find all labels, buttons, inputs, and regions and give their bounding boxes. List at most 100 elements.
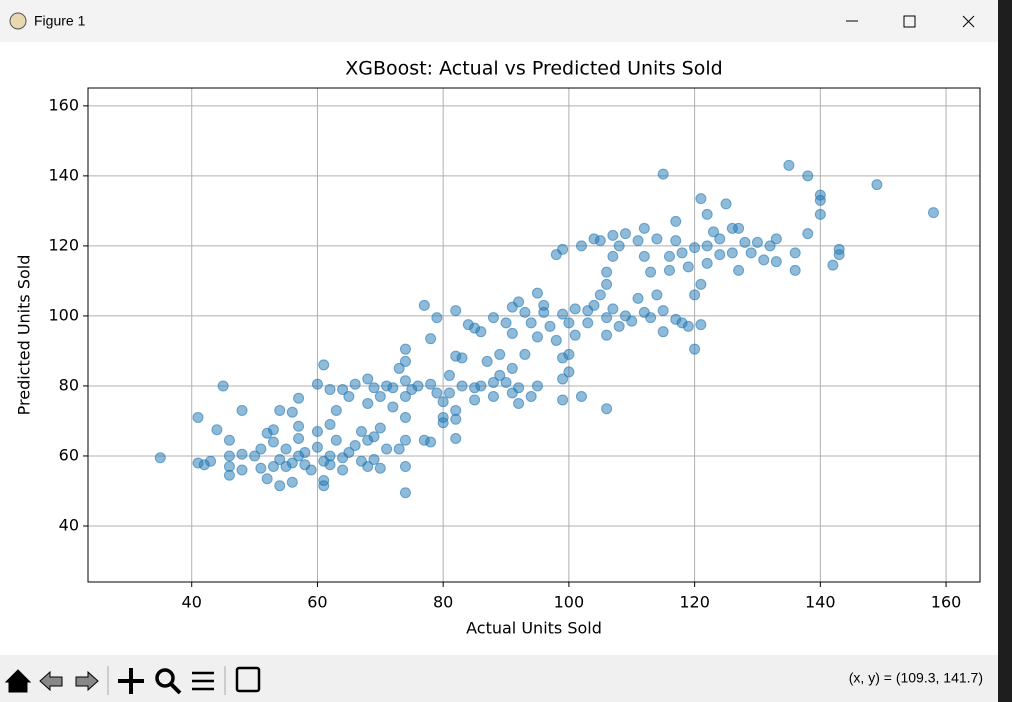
scatter-point xyxy=(714,249,726,261)
scatter-point xyxy=(582,317,594,329)
scatter-point xyxy=(626,315,638,327)
scatter-point xyxy=(695,319,707,331)
scatter-point xyxy=(569,303,581,315)
scatter-point xyxy=(701,240,713,252)
chart-title: XGBoost: Actual vs Predicted Units Sold xyxy=(345,58,722,80)
scatter-point xyxy=(657,168,669,180)
scatter-point xyxy=(425,378,437,390)
scatter-point xyxy=(676,247,688,259)
forward-button[interactable] xyxy=(75,670,99,692)
scatter-point xyxy=(349,378,361,390)
scatter-point xyxy=(513,296,525,308)
scatter-point xyxy=(293,432,305,444)
scatter-point xyxy=(563,366,575,378)
scatter-point xyxy=(657,326,669,338)
scatter-point xyxy=(412,380,424,392)
scatter-point xyxy=(487,376,499,388)
scatter-point xyxy=(726,247,738,259)
y-axis-label: Predicted Units Sold xyxy=(15,255,34,416)
scatter-point xyxy=(393,443,405,455)
y-tick-label: 140 xyxy=(48,165,79,184)
scatter-point xyxy=(557,394,569,406)
scatter-point xyxy=(487,390,499,402)
scatter-point xyxy=(638,250,650,262)
scatter-point xyxy=(733,222,745,234)
scatter-point xyxy=(525,317,537,329)
scatter-point xyxy=(399,355,411,367)
scatter-point xyxy=(274,480,286,492)
window-title: Figure 1 xyxy=(34,13,86,29)
scatter-point xyxy=(362,460,374,472)
scatter-point xyxy=(368,431,380,443)
y-tick-label: 40 xyxy=(59,515,79,534)
scatter-point xyxy=(255,462,267,474)
scatter-point xyxy=(431,312,443,324)
scatter-point xyxy=(286,406,298,418)
scatter-point xyxy=(456,352,468,364)
scatter-point xyxy=(223,450,235,462)
scatter-point xyxy=(236,464,248,476)
scatter-point xyxy=(594,235,606,247)
scatter-point xyxy=(450,305,462,317)
x-tick-label: 80 xyxy=(433,593,453,612)
scatter-point xyxy=(764,240,776,252)
scatter-point xyxy=(682,320,694,332)
scatter-point xyxy=(758,254,770,266)
scatter-point xyxy=(525,390,537,402)
close-button[interactable] xyxy=(962,15,975,28)
scatter-point xyxy=(192,411,204,423)
scatter-point xyxy=(557,308,569,320)
scatter-point xyxy=(399,375,411,387)
pan-button[interactable] xyxy=(118,668,144,694)
scatter-point xyxy=(494,369,506,381)
scatter-point xyxy=(531,380,543,392)
scatter-point xyxy=(311,441,323,453)
scatter-point xyxy=(695,278,707,290)
scatter-point xyxy=(770,256,782,268)
scatter-point xyxy=(871,179,883,191)
scatter-point xyxy=(274,404,286,416)
scatter-point xyxy=(469,394,481,406)
scatter-point xyxy=(286,476,298,488)
scatter-point xyxy=(607,229,619,241)
plot-frame xyxy=(87,87,981,583)
scatter-point xyxy=(506,327,518,339)
maximize-button[interactable] xyxy=(903,15,916,28)
scatter-point xyxy=(425,333,437,345)
scatter-point xyxy=(670,215,682,227)
scatter-point xyxy=(927,207,939,219)
scatter-point xyxy=(563,317,575,329)
scatter-point xyxy=(814,208,826,220)
save-button[interactable] xyxy=(235,666,261,693)
scatter-point xyxy=(783,159,795,171)
scatter-point xyxy=(299,446,311,458)
scatter-point xyxy=(645,312,657,324)
scatter-point xyxy=(663,264,675,276)
scatter-point xyxy=(519,348,531,360)
scatter-point xyxy=(280,443,292,455)
back-button[interactable] xyxy=(39,670,63,692)
scatter-point xyxy=(827,259,839,271)
scatter-point xyxy=(362,373,374,385)
scatter-point xyxy=(456,380,468,392)
scatter-point xyxy=(638,222,650,234)
home-button[interactable] xyxy=(4,669,32,693)
scatter-point xyxy=(506,362,518,374)
zoom-button[interactable] xyxy=(155,668,175,688)
scatter-point xyxy=(217,380,229,392)
scatter-point xyxy=(443,387,455,399)
scatter-point xyxy=(601,403,613,415)
scatter-point xyxy=(720,198,732,210)
scatter-point xyxy=(368,453,380,465)
scatter-point xyxy=(770,233,782,245)
scatter-point xyxy=(707,226,719,238)
scatter-point xyxy=(613,320,625,332)
scatter-point xyxy=(594,289,606,301)
scatter-point xyxy=(450,413,462,425)
scatter-point xyxy=(318,359,330,371)
configure-button[interactable] xyxy=(192,671,214,691)
scatter-point xyxy=(399,460,411,472)
scatter-point xyxy=(651,289,663,301)
scatter-point xyxy=(450,432,462,444)
scatter-point xyxy=(575,240,587,252)
